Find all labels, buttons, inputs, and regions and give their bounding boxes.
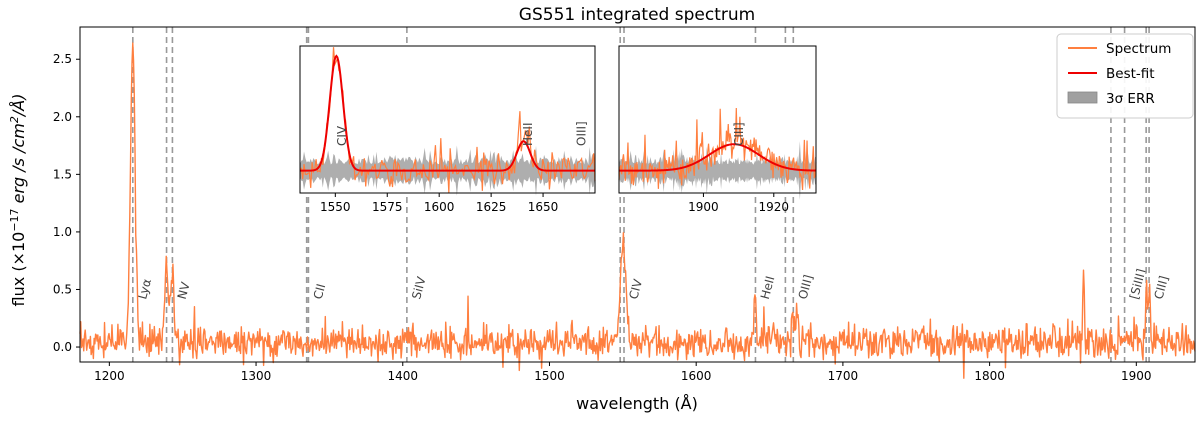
marker-label: OIII] bbox=[796, 273, 816, 301]
x-axis-label: wavelength (Å) bbox=[576, 394, 698, 413]
x-tick-label: 1800 bbox=[974, 369, 1005, 383]
inset-x-tick-label: 1625 bbox=[476, 200, 507, 214]
inset-frame bbox=[299, 45, 596, 194]
inset-x-tick-label: 1920 bbox=[759, 200, 790, 214]
marker-label: NV bbox=[175, 280, 193, 301]
legend-err-label: 3σ ERR bbox=[1106, 91, 1155, 107]
x-tick-label: 1900 bbox=[1121, 369, 1152, 383]
best-fit-line bbox=[300, 54, 595, 172]
inset-line-label: CIV bbox=[335, 125, 349, 146]
y-tick-label: 2.0 bbox=[53, 110, 72, 124]
legend-err-swatch bbox=[1067, 91, 1098, 104]
marker-label: HeII bbox=[758, 274, 778, 300]
x-tick-label: 1400 bbox=[387, 369, 418, 383]
marker-label: CII bbox=[311, 282, 329, 301]
inset-x-tick-label: 1650 bbox=[528, 200, 559, 214]
inset-line-label: OIII] bbox=[575, 121, 589, 146]
y-tick-label: 1.0 bbox=[53, 225, 72, 239]
marker-label: CIV bbox=[626, 277, 645, 301]
y-tick-label: 2.5 bbox=[53, 52, 72, 66]
spectrum-line bbox=[79, 42, 1196, 379]
marker-label: SiIV bbox=[409, 274, 429, 300]
inset-line-label: HeII bbox=[521, 123, 535, 146]
inset-x-tick-label: 1600 bbox=[424, 200, 455, 214]
inset-line-label: CIII] bbox=[732, 122, 746, 146]
x-tick-label: 1700 bbox=[828, 369, 859, 383]
x-tick-label: 1500 bbox=[534, 369, 565, 383]
marker-label: Lyα bbox=[135, 277, 154, 301]
plot-frame bbox=[79, 26, 1196, 363]
inset-x-tick-label: 1900 bbox=[688, 200, 719, 214]
inset-spectrum-line bbox=[618, 107, 817, 191]
y-axis-label: flux (×10−17 erg /s /cm2/Å) bbox=[8, 94, 28, 307]
x-tick-label: 1600 bbox=[681, 369, 712, 383]
inset-spectrum-line bbox=[299, 47, 596, 193]
best-fit-line bbox=[619, 143, 817, 172]
inset-x-tick-label: 1550 bbox=[320, 200, 351, 214]
marker-label: CIII] bbox=[1151, 274, 1171, 301]
y-tick-label: 0.5 bbox=[53, 282, 72, 296]
inset-civ-heii: CIV HeII OIII] 1550 1575 1600 1625 1650 bbox=[299, 45, 596, 214]
inset-frame bbox=[618, 45, 817, 194]
error-band bbox=[619, 141, 816, 201]
inset-ciii: CIII] 1900 1920 bbox=[618, 45, 817, 214]
legend-bestfit-label: Best-fit bbox=[1106, 66, 1155, 82]
chart-title: GS551 integrated spectrum bbox=[519, 5, 755, 25]
legend: Spectrum Best-fit 3σ ERR bbox=[1056, 33, 1194, 119]
x-tick-label: 1200 bbox=[94, 369, 125, 383]
y-tick-label: 1.5 bbox=[53, 167, 72, 181]
inset-x-tick-label: 1575 bbox=[372, 200, 403, 214]
legend-spectrum-label: Spectrum bbox=[1106, 41, 1171, 57]
y-tick-label: 0.0 bbox=[53, 340, 72, 354]
x-tick-label: 1300 bbox=[241, 369, 272, 383]
